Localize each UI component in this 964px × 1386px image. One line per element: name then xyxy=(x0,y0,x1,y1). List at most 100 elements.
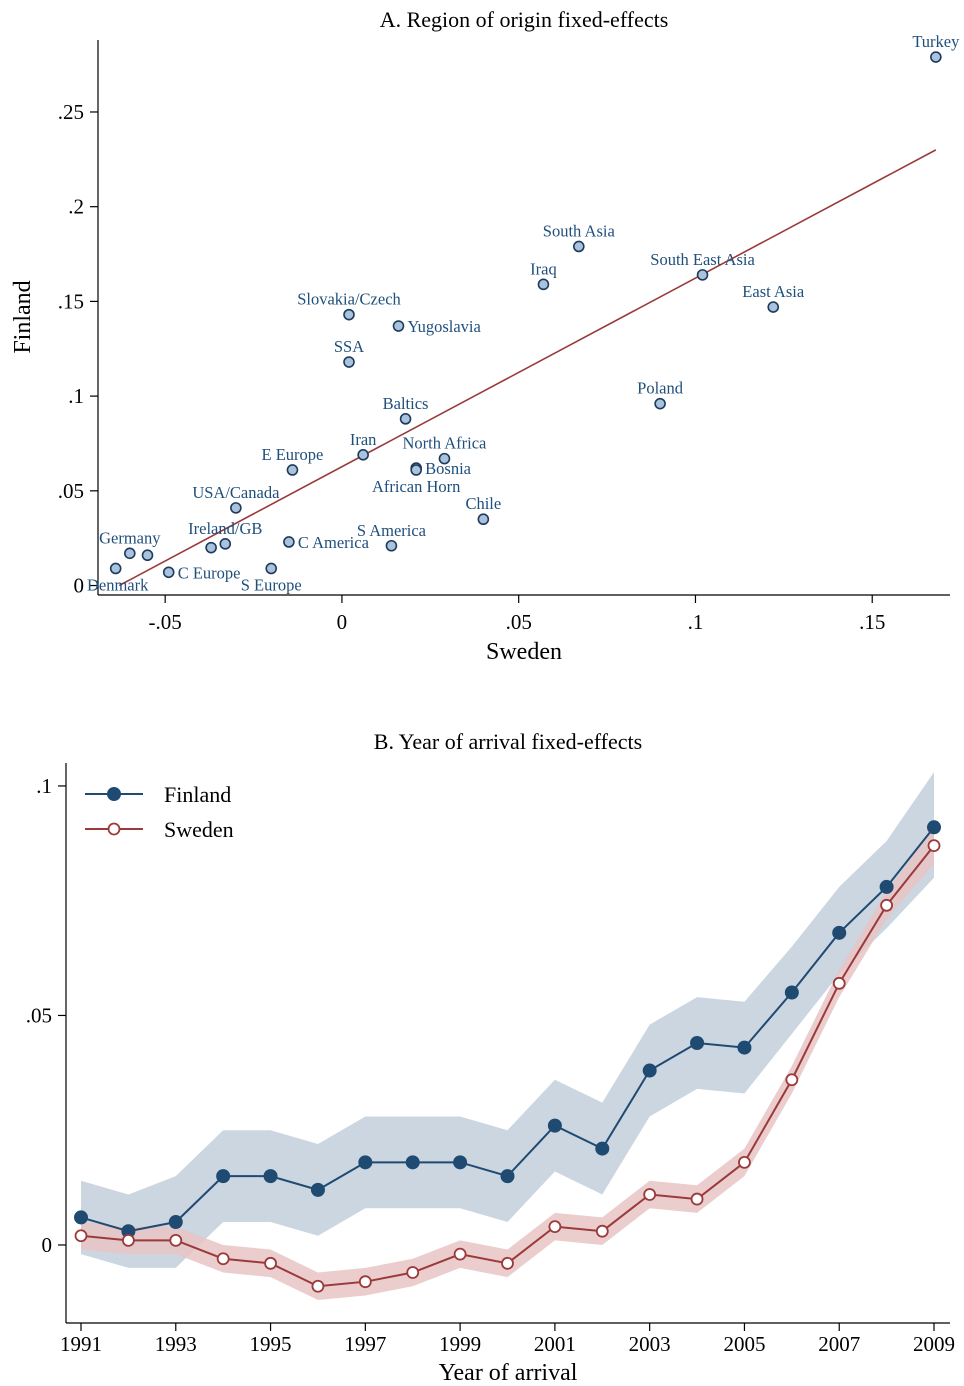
panel-b-x-title: Year of arrival xyxy=(439,1360,578,1386)
data-point-finland xyxy=(263,1169,278,1184)
legend-finland-label: Finland xyxy=(164,782,231,807)
scatter-point xyxy=(385,539,398,552)
legend-sweden-label: Sweden xyxy=(164,817,234,842)
y-tick-label: 0 xyxy=(74,574,85,598)
data-point-sweden xyxy=(216,1252,230,1266)
scatter-point xyxy=(654,397,666,410)
x-tick-label: 1993 xyxy=(155,1332,197,1356)
scatter-point xyxy=(537,278,550,291)
y-tick-label: .05 xyxy=(26,1003,52,1027)
ci-band-finland xyxy=(81,772,934,1268)
data-point-finland xyxy=(642,1063,657,1078)
point-label: Ireland/GB xyxy=(188,519,262,538)
data-point-sweden xyxy=(595,1224,609,1238)
data-point-sweden xyxy=(690,1192,704,1206)
scatter-point xyxy=(343,308,355,321)
series-lines xyxy=(74,820,941,1293)
scatter-point xyxy=(767,301,780,313)
panel-a-x-ticks: -.05 0 .05 .1 .15 xyxy=(149,595,885,634)
scatter-point xyxy=(696,269,709,281)
data-point-finland xyxy=(595,1141,610,1156)
y-tick-label: .1 xyxy=(68,384,84,408)
scatter-point xyxy=(572,240,585,253)
point-label: C America xyxy=(298,533,370,552)
x-tick-label: 1995 xyxy=(250,1332,292,1356)
x-tick-label: 1999 xyxy=(439,1332,481,1356)
point-label: Poland xyxy=(637,379,684,398)
data-point-sweden xyxy=(311,1279,325,1293)
fit-line xyxy=(118,149,937,587)
x-tick-label: 2007 xyxy=(818,1332,860,1356)
data-point-finland xyxy=(784,985,799,1000)
x-tick-label: 0 xyxy=(337,610,348,634)
data-point-finland xyxy=(737,1040,752,1055)
data-point-finland xyxy=(879,879,894,894)
y-tick-label: .2 xyxy=(68,195,84,219)
data-point-sweden xyxy=(880,898,894,912)
data-point-sweden xyxy=(548,1220,562,1234)
scatter-point xyxy=(283,536,295,548)
data-point-finland xyxy=(405,1155,420,1170)
scatter-point xyxy=(109,562,122,575)
panel-b-y-ticks: 0 .05 .1 xyxy=(26,774,66,1257)
data-point-finland xyxy=(927,820,941,835)
point-label: Iran xyxy=(350,430,377,449)
data-point-finland xyxy=(500,1169,515,1184)
data-point-finland xyxy=(216,1169,231,1184)
point-label: Denmark xyxy=(87,575,149,594)
scatter-point xyxy=(265,562,278,575)
point-label: S America xyxy=(357,521,427,540)
scatter-point xyxy=(399,413,412,425)
data-point-finland xyxy=(310,1182,325,1197)
panel-a-x-title: Sweden xyxy=(486,639,562,665)
data-point-sweden xyxy=(169,1233,183,1247)
scatter-point xyxy=(930,51,942,63)
scatter-point xyxy=(343,356,355,368)
data-point-finland xyxy=(832,925,847,940)
point-label: South Asia xyxy=(543,221,616,240)
point-label: C Europe xyxy=(178,563,241,582)
panel-b-x-ticks: 1991 1993 1995 1997 1999 2001 2003 2005 2007 2009 xyxy=(60,1323,955,1356)
panel-a-points: Turkey South Asia South East Asia Iraq East … xyxy=(87,32,960,594)
panel-b-title: B. Year of arrival fixed-effects xyxy=(374,729,642,754)
scatter-point xyxy=(124,547,136,560)
x-tick-label: 2005 xyxy=(723,1332,765,1356)
x-tick-label: .15 xyxy=(859,610,885,634)
point-label: South East Asia xyxy=(650,250,755,269)
y-tick-label: .25 xyxy=(58,100,84,124)
scatter-point xyxy=(438,452,451,465)
point-label: Yugoslavia xyxy=(407,317,481,336)
data-point-sweden xyxy=(738,1155,751,1169)
data-point-finland xyxy=(74,1210,88,1225)
legend: Finland Sweden xyxy=(85,782,234,842)
point-label: East Asia xyxy=(742,282,805,301)
data-point-finland xyxy=(358,1155,373,1170)
data-point-sweden xyxy=(74,1229,88,1243)
scatter-point xyxy=(162,566,175,579)
data-point-sweden xyxy=(785,1073,799,1087)
point-label: North Africa xyxy=(403,434,488,453)
point-label: S Europe xyxy=(241,575,302,594)
x-tick-label: 1997 xyxy=(344,1332,386,1356)
data-point-sweden xyxy=(643,1188,657,1201)
legend-item-sweden: Sweden xyxy=(85,817,234,842)
data-point-sweden xyxy=(121,1233,135,1247)
point-label: Bosnia xyxy=(425,459,472,478)
data-point-finland xyxy=(453,1155,468,1170)
data-point-sweden xyxy=(358,1275,372,1289)
x-tick-label: -.05 xyxy=(149,610,182,634)
scatter-point xyxy=(205,541,217,554)
data-point-finland xyxy=(547,1118,562,1133)
scatter-point xyxy=(477,513,490,526)
scatter-point xyxy=(357,449,369,461)
scatter-point xyxy=(230,502,242,514)
point-label: E Europe xyxy=(262,445,324,464)
legend-item-finland: Finland xyxy=(85,782,231,807)
x-tick-label: 2009 xyxy=(913,1332,955,1356)
scatter-point xyxy=(286,464,299,476)
panel-a-y-title: Finland xyxy=(10,280,36,353)
point-label: SSA xyxy=(334,337,364,356)
y-tick-label: .05 xyxy=(58,479,84,503)
scatter-point xyxy=(219,538,232,550)
